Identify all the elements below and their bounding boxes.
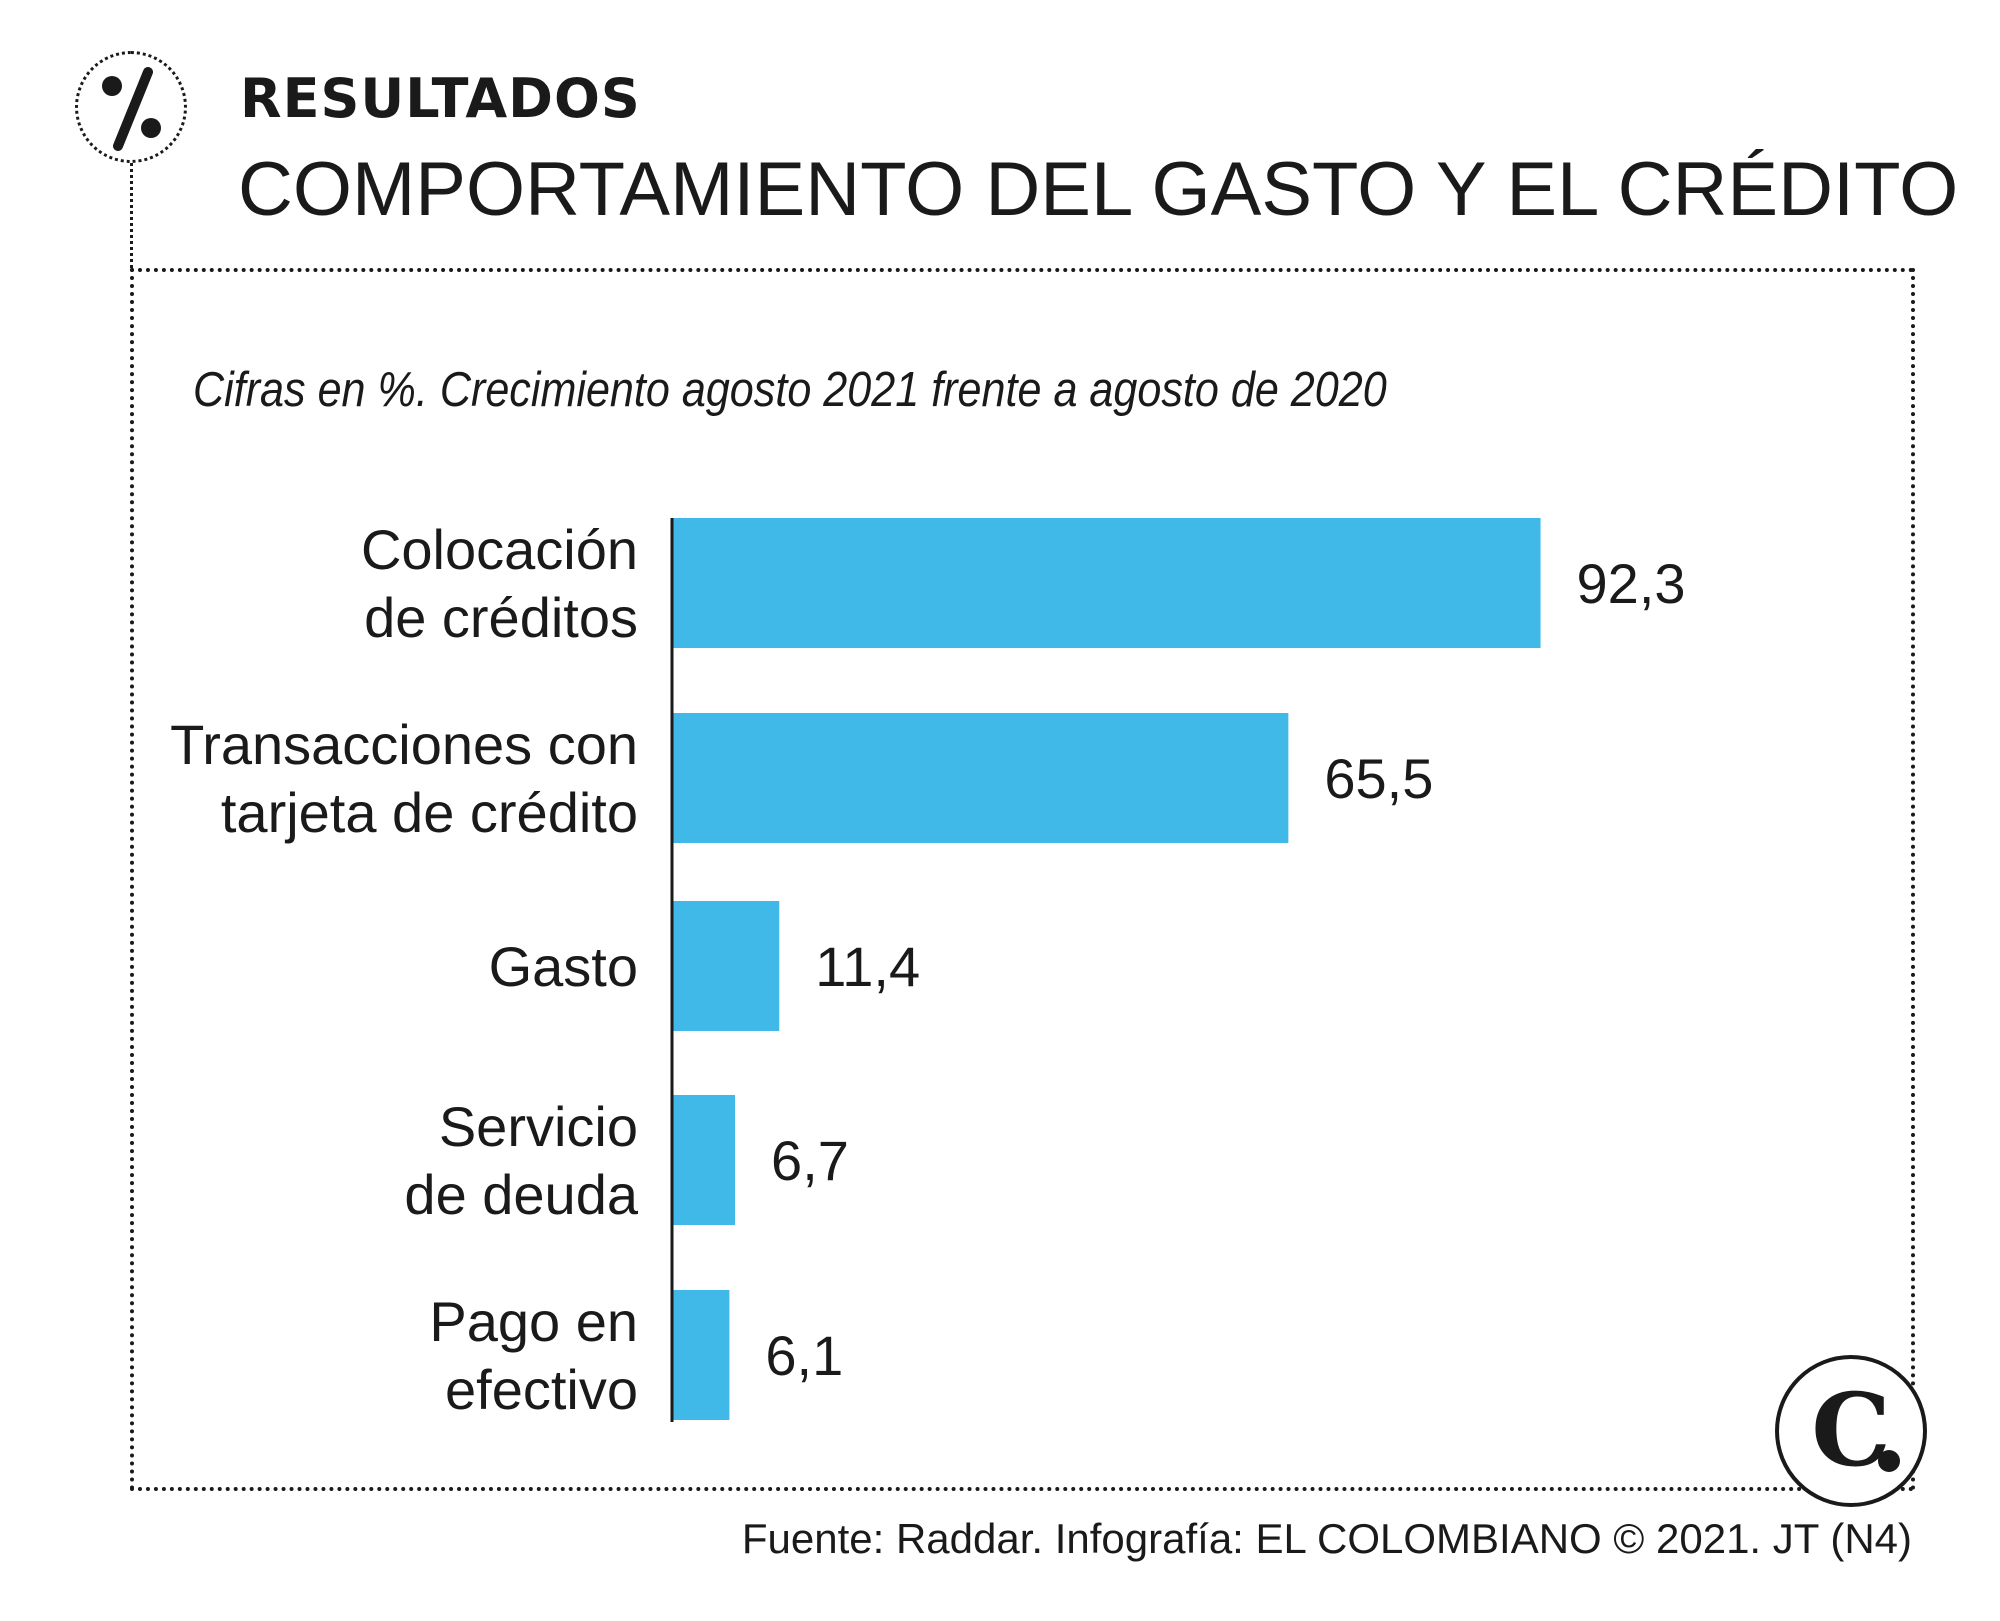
category-label-4-0: Pago en <box>429 1290 638 1353</box>
el-colombiano-logo: C <box>1775 1355 1927 1507</box>
chart-subtitle: Cifras en %. Crecimiento agosto 2021 fre… <box>193 363 1387 417</box>
value-label-0: 92,3 <box>1577 552 1686 615</box>
connector-line <box>130 163 133 268</box>
category-label-1-0: Transacciones con <box>170 713 638 776</box>
bar-1 <box>672 713 1289 843</box>
category-label-3-0: Servicio <box>439 1095 638 1158</box>
bar-2 <box>672 901 780 1031</box>
category-label-4-1: efectivo <box>445 1358 638 1421</box>
bar-4 <box>672 1290 730 1420</box>
percent-icon <box>75 51 187 163</box>
chart-frame <box>130 268 1915 1491</box>
logo-letter: C <box>1811 1371 1891 1489</box>
value-label-3: 6,7 <box>771 1129 849 1192</box>
category-label-2-0: Gasto <box>489 935 638 998</box>
source-footer: Fuente: Raddar. Infografía: EL COLOMBIAN… <box>741 1515 1912 1562</box>
bar-3 <box>672 1095 736 1225</box>
category-label-0-1: de créditos <box>364 586 638 649</box>
category-label-1-1: tarjeta de crédito <box>221 781 638 844</box>
value-label-1: 65,5 <box>1324 747 1433 810</box>
bar-0 <box>672 518 1541 648</box>
value-label-2: 11,4 <box>815 935 920 998</box>
chart-title: COMPORTAMIENTO DEL GASTO Y EL CRÉDITO <box>238 147 1959 232</box>
value-label-4: 6,1 <box>765 1324 843 1387</box>
category-label-0-0: Colocación <box>361 518 638 581</box>
category-label-3-1: de deuda <box>404 1163 638 1226</box>
section-kicker: RESULTADOS <box>240 67 641 130</box>
